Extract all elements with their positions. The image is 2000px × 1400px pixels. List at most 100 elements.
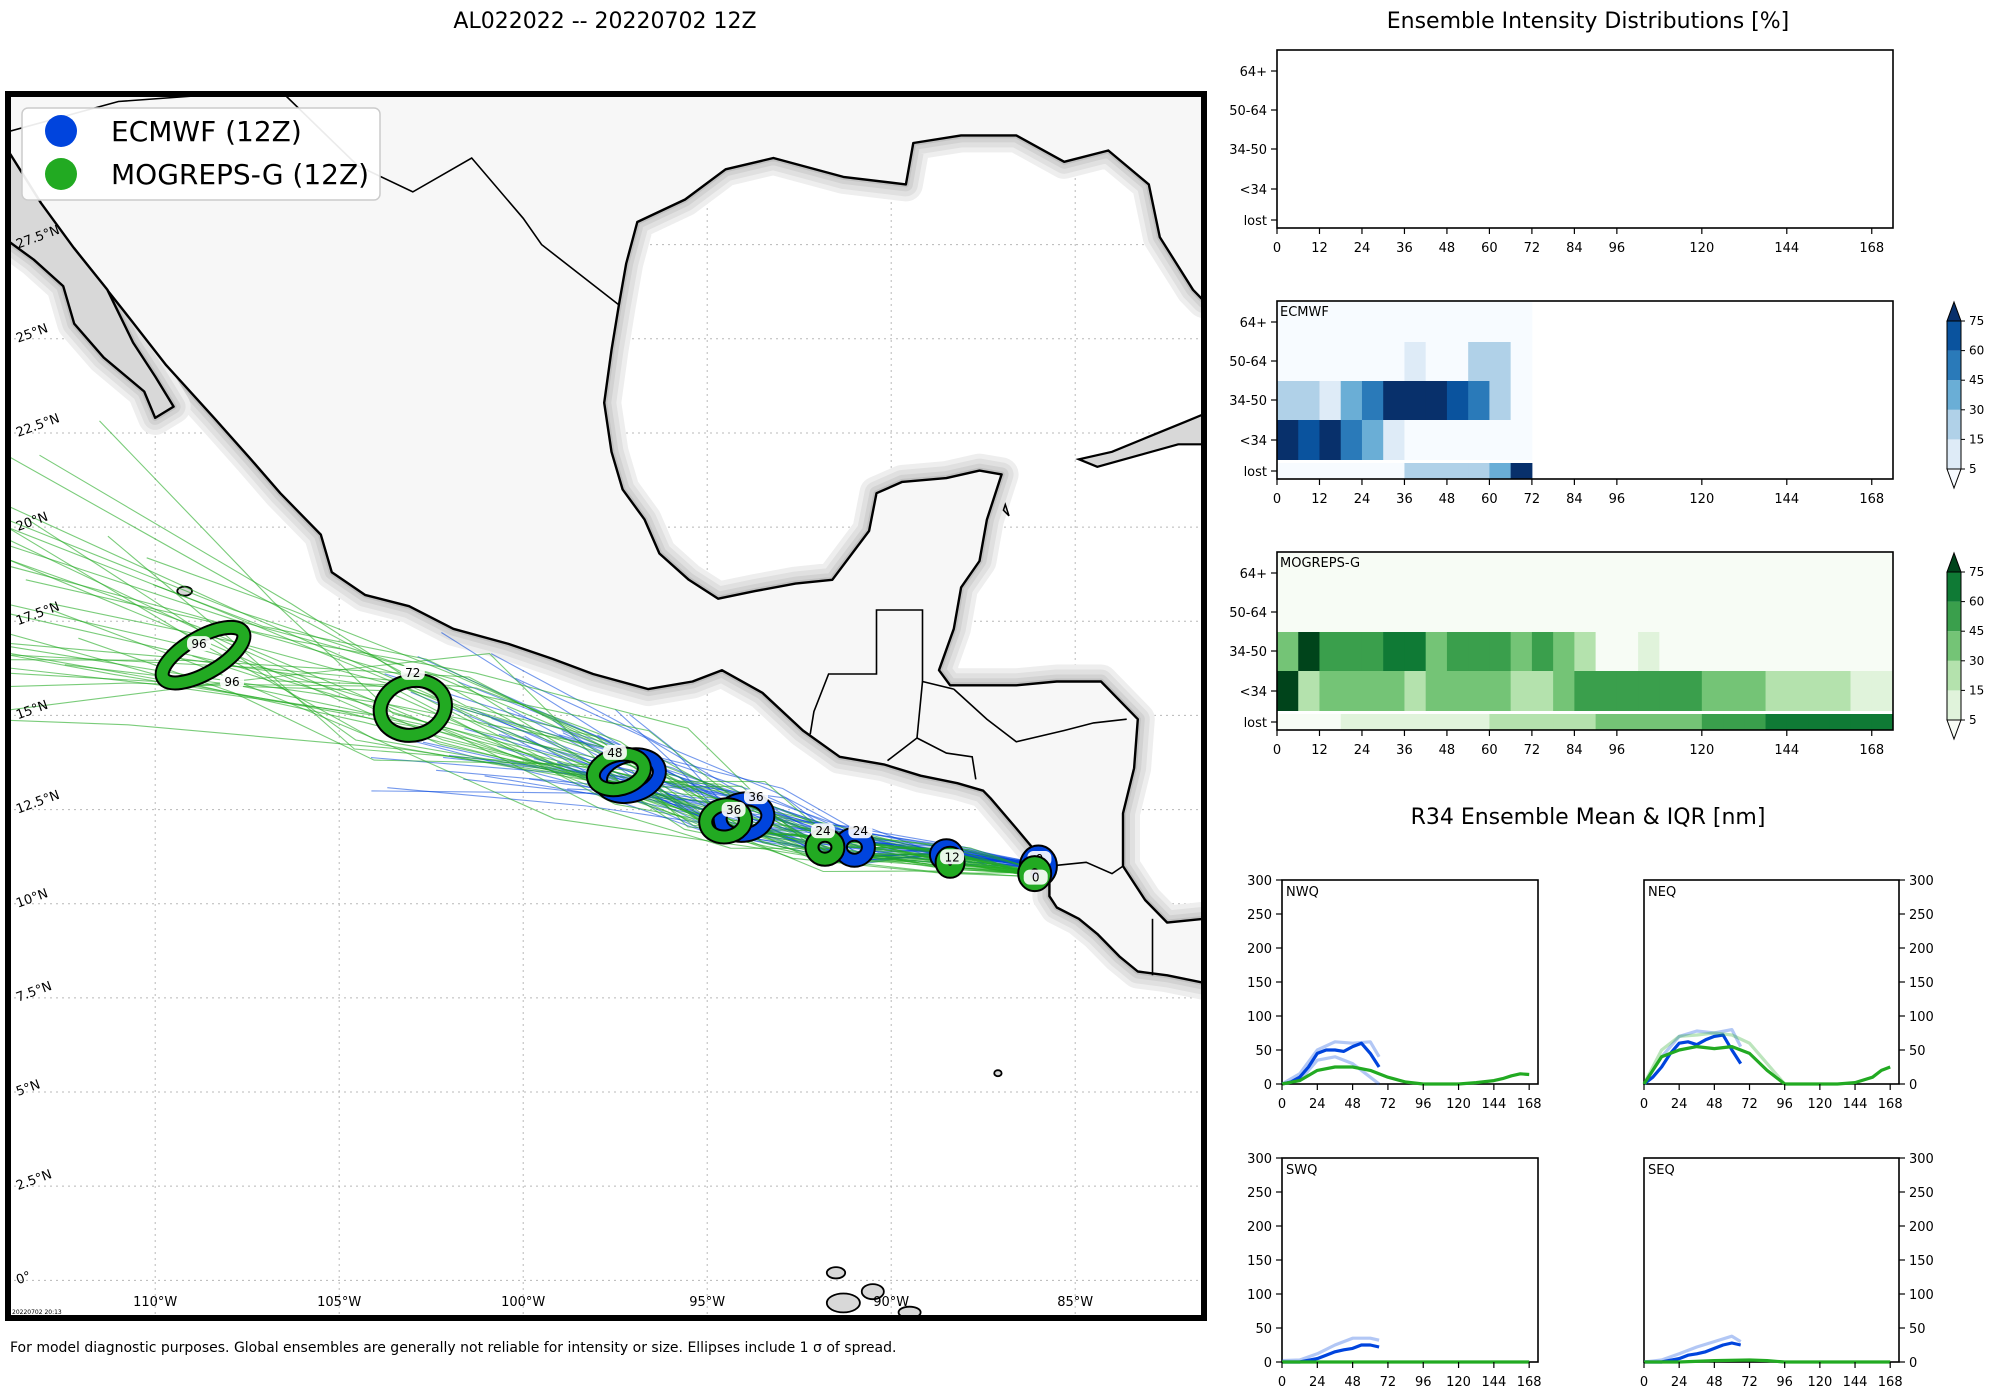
map-land: [8, 94, 1204, 1318]
heatmap-cell: [1871, 671, 1894, 711]
mogreps-mean-line: [1642, 1045, 1891, 1086]
heatmap-cell: [1468, 380, 1490, 420]
heatmap-cell: [1340, 302, 1363, 342]
heatmap-cell: [1723, 631, 1745, 671]
r34-quadrant-label: SWQ: [1286, 1163, 1317, 1178]
heatmap-cell: [1638, 592, 1660, 632]
x-tick-label: 120: [1446, 1375, 1471, 1390]
forecast-hour-label-bg: [602, 744, 627, 760]
heatmap-cell: [1298, 553, 1320, 593]
heatmap-cell: [1829, 553, 1852, 593]
colorbar-tick-label: 60: [1969, 344, 1984, 358]
heatmap-cell: [1298, 671, 1320, 711]
ecmwf-iqr-upper-line: [1643, 1334, 1742, 1364]
longitude-labels: 110°W 105°W 100°W 95°W 90°W 85°W: [133, 1295, 1093, 1310]
heatmap-cell: [1319, 341, 1342, 381]
heatmap-cell: [1383, 302, 1405, 342]
x-tick-label: 120: [1807, 1097, 1832, 1112]
x-tick-label: 0: [1273, 743, 1281, 758]
heatmap-cell: [1468, 671, 1490, 711]
x-tick-label: 168: [1859, 241, 1884, 256]
heatmap-cell: [1553, 714, 1575, 730]
y-tick-label: 50-64: [1229, 104, 1267, 119]
heatmap-cell: [1680, 714, 1703, 730]
heatmap-cell: [1383, 671, 1405, 711]
forecast-hour-label: 36: [726, 803, 741, 817]
heatmap-cell: [1277, 631, 1299, 671]
colorbar-tick-label: 45: [1969, 373, 1984, 387]
y-tick-label: lost: [1244, 214, 1267, 229]
political-border: [953, 688, 1127, 743]
heatmap-cell: [1468, 420, 1490, 460]
heatmap-cell: [1553, 553, 1575, 593]
x-tick-label: 48: [1344, 1375, 1361, 1390]
heatmap-cell: [1361, 380, 1384, 420]
heatmap-cell: [1786, 671, 1809, 711]
heatmap-cell: [1659, 631, 1682, 671]
forecast-hour-label: 96: [191, 637, 206, 651]
heatmap-cell: [1404, 420, 1427, 460]
colorbar-segment: [1947, 380, 1961, 410]
x-tick-label: 120: [1446, 1097, 1471, 1112]
heatmap-cell: [1277, 671, 1299, 711]
x-tick-label: 12: [1311, 492, 1328, 507]
heatmap-cell: [1595, 631, 1618, 671]
intensity-ecmwf-panel: lost <34 34-50 50-64 64+ 0 12 24 36 48 60 72 84 96 120…: [1229, 300, 1984, 507]
heatmap-cell: [1340, 420, 1363, 460]
heatmap-cell: [1319, 671, 1342, 711]
heatmap-cell: [1319, 302, 1342, 342]
r34-quadrant-label: NEQ: [1648, 885, 1676, 900]
heatmap-cell: [1871, 592, 1894, 632]
x-tick-label: 72: [1524, 241, 1541, 256]
x-tick-label: 168: [1517, 1375, 1542, 1390]
heatmap-cell: [1298, 631, 1320, 671]
x-tick-label: 168: [1859, 492, 1884, 507]
heatmap-cell: [1701, 553, 1724, 593]
y-tick-label: 150: [1247, 976, 1272, 991]
heatmap-cell: [1489, 631, 1512, 671]
heatmap-cell: [1489, 592, 1512, 632]
heatmap-cell: [1723, 553, 1745, 593]
intensity-mogreps-panel: lost <34 34-50 50-64 64+ 0 12 24 36 48 60 72 84 96 120…: [1229, 551, 1984, 758]
forecast-hour-label-bg: [744, 789, 768, 805]
heatmap-cell: [1553, 631, 1575, 671]
heatmap-cell: [1701, 714, 1724, 730]
x-tick-label: 144: [1774, 743, 1799, 758]
political-border: [809, 609, 954, 735]
x-tick-label: 36: [1396, 492, 1413, 507]
y-tick-label: 200: [1247, 942, 1272, 957]
x-tick-label: 144: [1481, 1097, 1506, 1112]
colorbar-extend-min: [1946, 468, 1962, 490]
heatmap-cell: [1383, 341, 1405, 381]
ecmwf-ellipse-36h: [714, 793, 774, 841]
heatmap-cell: [1446, 631, 1469, 671]
y-tick-label: 200: [1909, 942, 1934, 957]
y-tick-label: 50-64: [1229, 606, 1267, 621]
x-tick-label: 24: [1354, 743, 1371, 758]
heatmap-cell: [1595, 671, 1618, 711]
y-tick-label: 150: [1909, 976, 1934, 991]
forecast-hour-label-bg: [220, 674, 245, 690]
heatmap-cell: [1446, 592, 1469, 632]
heatmap-cell: [1404, 380, 1427, 420]
heatmap-cell: [1680, 553, 1703, 593]
longitude-tick-label: 110°W: [133, 1295, 177, 1310]
x-tick-label: 96: [1776, 1097, 1793, 1112]
y-tick-label: 150: [1909, 1254, 1934, 1269]
x-tick-label: 60: [1481, 743, 1498, 758]
heatmap-cell: [1446, 341, 1469, 381]
y-tick-label: 100: [1247, 1288, 1272, 1303]
heatmap-cell: [1298, 463, 1320, 479]
heatmap-cell: [1531, 631, 1554, 671]
heatmap-cell: [1616, 553, 1639, 593]
forecast-hour-label-bg: [400, 664, 425, 680]
x-tick-label: 84: [1566, 492, 1583, 507]
heatmap-cell: [1786, 592, 1809, 632]
x-tick-label: 60: [1481, 241, 1498, 256]
heatmap-cell: [1277, 302, 1299, 342]
heatmap-cell: [1319, 592, 1342, 632]
x-tick-label: 72: [1524, 492, 1541, 507]
heatmap-cell: [1319, 420, 1342, 460]
